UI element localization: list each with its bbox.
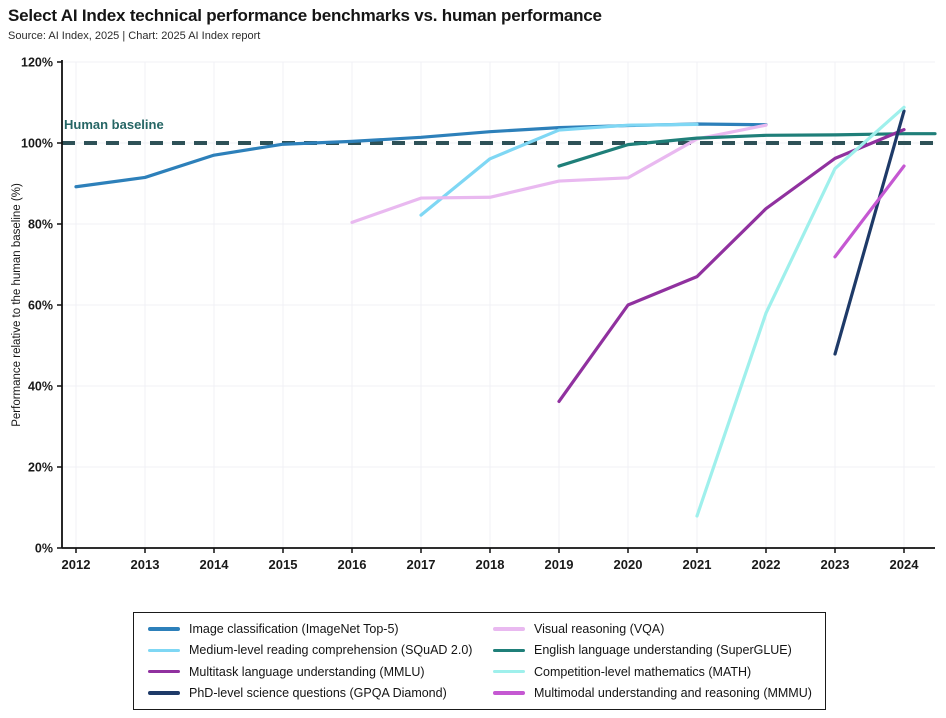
legend-column-2: Visual reasoning (VQA) English language u… bbox=[493, 619, 825, 703]
y-axis-title: Performance relative to the human baseli… bbox=[11, 183, 23, 427]
series-lines bbox=[74, 105, 937, 518]
x-tick-label: 2014 bbox=[200, 557, 230, 572]
human-baseline-label: Human baseline bbox=[64, 117, 164, 132]
legend-swatch-superglue bbox=[493, 648, 525, 653]
y-tick-label: 20% bbox=[28, 461, 53, 475]
x-tick-label: 2021 bbox=[683, 557, 712, 572]
y-tick-label: 0% bbox=[35, 542, 53, 556]
x-tick-label: 2019 bbox=[545, 557, 574, 572]
legend-label: Competition-level mathematics (MATH) bbox=[534, 664, 752, 679]
y-tick-label: 80% bbox=[28, 218, 53, 232]
legend-label: Visual reasoning (VQA) bbox=[534, 622, 665, 636]
series-line-gpqa bbox=[833, 109, 906, 356]
x-tick-label: 2016 bbox=[338, 557, 367, 572]
x-tick-label: 2012 bbox=[62, 557, 91, 572]
legend-swatch-imagenet bbox=[148, 627, 180, 631]
x-tick-label: 2024 bbox=[890, 557, 920, 572]
legend-swatch-mmlu bbox=[148, 669, 180, 674]
series-line-math bbox=[695, 105, 906, 518]
tick-labels: 0% 20% 40% 60% 80% 100% 120% 2012 2013 2014 2015 20… bbox=[21, 56, 919, 573]
legend-label: Medium-level reading comprehension (SQuA… bbox=[189, 643, 473, 658]
axes bbox=[57, 60, 935, 553]
legend-item-vqa: Visual reasoning (VQA) bbox=[493, 619, 825, 639]
legend-item-gpqa: PhD-level science questions (GPQA Diamon… bbox=[148, 683, 493, 703]
legend-label: Multimodal understanding and reasoning (… bbox=[534, 685, 812, 700]
legend-swatch-math bbox=[493, 669, 525, 674]
x-tick-label: 2022 bbox=[752, 557, 781, 572]
legend-swatch-mmmu bbox=[493, 691, 525, 695]
legend-column-1: Image classification (ImageNet Top-5) Med… bbox=[148, 619, 493, 703]
y-tick-label: 40% bbox=[28, 380, 53, 394]
x-tick-label: 2020 bbox=[614, 557, 643, 572]
legend-label: English language understanding (SuperGLU… bbox=[534, 643, 792, 658]
line-chart: 0% 20% 40% 60% 80% 100% 120% 2012 2013 2014 2015 20… bbox=[11, 56, 937, 573]
legend-item-superglue: English language understanding (SuperGLU… bbox=[493, 640, 825, 660]
x-tick-label: 2017 bbox=[407, 557, 436, 572]
y-tick-label: 60% bbox=[28, 299, 53, 313]
legend-item-math: Competition-level mathematics (MATH) bbox=[493, 662, 825, 682]
x-tick-label: 2023 bbox=[821, 557, 850, 572]
chart-source: Source: AI Index, 2025 | Chart: 2025 AI … bbox=[8, 30, 261, 42]
series-line-squad bbox=[419, 122, 699, 217]
x-tick-label: 2018 bbox=[476, 557, 505, 572]
x-tick-label: 2015 bbox=[269, 557, 298, 572]
series-line-superglue bbox=[557, 132, 937, 168]
legend-swatch-gpqa bbox=[148, 691, 180, 695]
series-line-mmmu bbox=[833, 164, 906, 259]
legend-label: Image classification (ImageNet Top-5) bbox=[189, 622, 399, 636]
legend-box: Image classification (ImageNet Top-5) Med… bbox=[133, 612, 826, 710]
y-tick-label: 120% bbox=[21, 56, 53, 70]
legend-label: PhD-level science questions (GPQA Diamon… bbox=[189, 685, 447, 700]
series-line-mmlu bbox=[557, 128, 906, 403]
legend-item-imagenet: Image classification (ImageNet Top-5) bbox=[148, 619, 493, 639]
legend-item-mmmu: Multimodal understanding and reasoning (… bbox=[493, 683, 825, 703]
chart-title: Select AI Index technical performance be… bbox=[8, 6, 602, 25]
legend-swatch-vqa bbox=[493, 627, 525, 631]
legend-label: Multitask language understanding (MMLU) bbox=[189, 664, 425, 679]
x-tick-label: 2013 bbox=[131, 557, 160, 572]
legend-swatch-squad bbox=[148, 648, 180, 653]
y-tick-label: 100% bbox=[21, 137, 53, 151]
legend-item-mmlu: Multitask language understanding (MMLU) bbox=[148, 662, 493, 682]
legend-item-squad: Medium-level reading comprehension (SQuA… bbox=[148, 640, 493, 660]
